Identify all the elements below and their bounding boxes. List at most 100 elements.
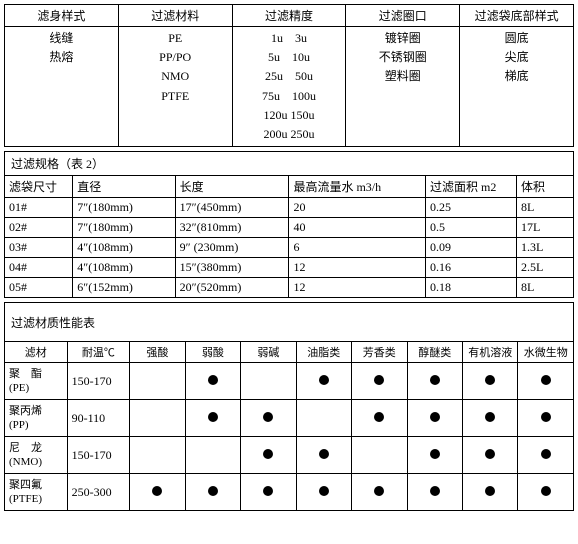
cell: 17″(450mm) xyxy=(175,198,289,218)
dot-icon xyxy=(430,486,440,496)
cell-body-style: 线缝 热熔 xyxy=(5,27,119,147)
cell-temp: 150-170 xyxy=(67,363,130,400)
col-header: 水微生物 xyxy=(518,342,574,363)
cell: 0.25 xyxy=(426,198,517,218)
table-filter-styles: 滤身样式 过滤材料 过滤精度 过滤圈口 过滤袋底部样式 线缝 热熔 PE PP/… xyxy=(4,4,574,147)
cell-dot xyxy=(241,474,296,511)
cell: 17L xyxy=(517,218,574,238)
dot-icon xyxy=(374,375,384,385)
cell-dot xyxy=(130,437,185,474)
cell: 6″(152mm) xyxy=(73,278,175,298)
cell-material: 聚丙烯(PP) xyxy=(5,400,68,437)
col-header: 最高流量水 m3/h xyxy=(289,176,426,198)
cell-dot xyxy=(130,363,185,400)
dot-icon xyxy=(430,449,440,459)
col-header: 过滤材料 xyxy=(118,5,232,27)
col-header: 有机溶液 xyxy=(462,342,517,363)
cell-material: 聚四氟(PTFE) xyxy=(5,474,68,511)
table-title: 过滤材质性能表 xyxy=(5,303,574,342)
dot-icon xyxy=(541,375,551,385)
dot-icon xyxy=(485,375,495,385)
cell-dot xyxy=(352,437,407,474)
cell-dot xyxy=(352,363,407,400)
cell: 12 xyxy=(289,278,426,298)
table-row: 滤材 耐温℃ 强酸 弱酸 弱碱 油脂类 芳香类 醇醚类 有机溶液 水微生物 xyxy=(5,342,574,363)
cell-dot xyxy=(407,363,462,400)
dot-icon xyxy=(485,449,495,459)
cell-dot xyxy=(462,437,517,474)
col-header: 耐温℃ xyxy=(67,342,130,363)
cell-dot xyxy=(518,437,574,474)
dot-icon xyxy=(485,486,495,496)
cell: 0.5 xyxy=(426,218,517,238)
cell-dot xyxy=(185,474,240,511)
col-header: 体积 xyxy=(517,176,574,198)
dot-icon xyxy=(208,486,218,496)
cell: 40 xyxy=(289,218,426,238)
dot-icon xyxy=(263,486,273,496)
cell-temp: 90-110 xyxy=(67,400,130,437)
cell-dot xyxy=(130,400,185,437)
cell-dot xyxy=(185,400,240,437)
cell: 8L xyxy=(517,278,574,298)
cell-dot xyxy=(185,437,240,474)
col-header: 过滤圈口 xyxy=(346,5,460,27)
table-title-row: 过滤规格（表 2） xyxy=(5,152,574,176)
cell-dot xyxy=(407,437,462,474)
cell-dot xyxy=(130,474,185,511)
table-row: 01#7″(180mm)17″(450mm)200.258L xyxy=(5,198,574,218)
dot-icon xyxy=(263,449,273,459)
cell-temp: 250-300 xyxy=(67,474,130,511)
table-row: 滤袋尺寸 直径 长度 最高流量水 m3/h 过滤面积 m2 体积 xyxy=(5,176,574,198)
table-row: 滤身样式 过滤材料 过滤精度 过滤圈口 过滤袋底部样式 xyxy=(5,5,574,27)
table-material-performance: 过滤材质性能表 滤材 耐温℃ 强酸 弱酸 弱碱 油脂类 芳香类 醇醚类 有机溶液… xyxy=(4,302,574,511)
cell: 12 xyxy=(289,258,426,278)
col-header: 芳香类 xyxy=(352,342,407,363)
col-header: 过滤面积 m2 xyxy=(426,176,517,198)
col-header: 滤身样式 xyxy=(5,5,119,27)
cell-material: 聚 酯(PE) xyxy=(5,363,68,400)
dot-icon xyxy=(263,412,273,422)
cell-dot xyxy=(352,400,407,437)
cell-dot xyxy=(241,437,296,474)
col-header: 长度 xyxy=(175,176,289,198)
col-header: 油脂类 xyxy=(296,342,351,363)
cell-dot xyxy=(241,363,296,400)
cell: 20 xyxy=(289,198,426,218)
cell: 04# xyxy=(5,258,73,278)
cell-dot xyxy=(296,400,351,437)
col-header: 弱酸 xyxy=(185,342,240,363)
cell-dot xyxy=(407,400,462,437)
table-row: 05#6″(152mm)20″(520mm)120.188L xyxy=(5,278,574,298)
table-row: 02#7″(180mm)32″(810mm)400.517L xyxy=(5,218,574,238)
cell-dot xyxy=(518,474,574,511)
cell-dot xyxy=(352,474,407,511)
col-header: 醇醚类 xyxy=(407,342,462,363)
cell: 05# xyxy=(5,278,73,298)
cell: 0.18 xyxy=(426,278,517,298)
cell: 6 xyxy=(289,238,426,258)
cell-dot xyxy=(462,363,517,400)
cell: 8L xyxy=(517,198,574,218)
dot-icon xyxy=(319,486,329,496)
dot-icon xyxy=(208,412,218,422)
cell: 02# xyxy=(5,218,73,238)
table-row: 线缝 热熔 PE PP/PO NMO PTFE 1u 3u 5u 10u 25u… xyxy=(5,27,574,147)
cell-dot xyxy=(518,400,574,437)
table-title-row: 过滤材质性能表 xyxy=(5,303,574,342)
col-header: 强酸 xyxy=(130,342,185,363)
cell-dot xyxy=(296,474,351,511)
dot-icon xyxy=(541,486,551,496)
cell-dot xyxy=(296,437,351,474)
cell: 4″(108mm) xyxy=(73,258,175,278)
cell: 0.09 xyxy=(426,238,517,258)
dot-icon xyxy=(430,375,440,385)
dot-icon xyxy=(208,375,218,385)
dot-icon xyxy=(430,412,440,422)
cell: 0.16 xyxy=(426,258,517,278)
col-header: 过滤精度 xyxy=(232,5,346,27)
cell-material: PE PP/PO NMO PTFE xyxy=(118,27,232,147)
col-header: 弱碱 xyxy=(241,342,296,363)
table-row: 聚丙烯(PP)90-110 xyxy=(5,400,574,437)
dot-icon xyxy=(319,375,329,385)
